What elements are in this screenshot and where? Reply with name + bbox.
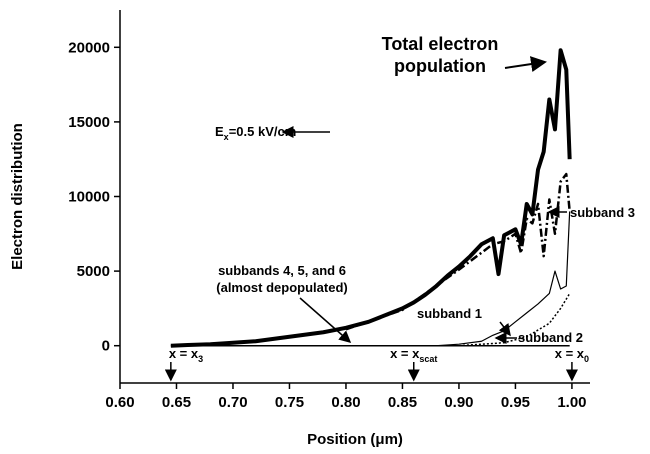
arrow	[299, 297, 352, 343]
marker-label-part: x = x	[555, 346, 585, 361]
marker-label-part: 0	[584, 354, 589, 364]
x-tick-label: 0.90	[444, 394, 473, 411]
marker-label-part: x = x	[169, 346, 199, 361]
y-axis-label: Electron distribution	[9, 123, 26, 270]
series-line	[170, 48, 572, 348]
annotation-part: E	[215, 124, 224, 139]
series-label: Total electron population	[382, 34, 499, 76]
series-label: subband 1	[417, 306, 482, 321]
x-tick-label: 0.75	[275, 394, 304, 411]
x-tick-label: 0.85	[388, 394, 417, 411]
series-label: subbands 4, 5, and 6	[218, 263, 346, 278]
x-tick-label: 0.70	[218, 394, 247, 411]
arrow	[498, 321, 511, 337]
x-axis-label: Position (μm)	[307, 431, 403, 448]
y-tick-label: 20000	[68, 39, 110, 56]
marker-label-part: 3	[198, 354, 203, 364]
arrow	[504, 56, 547, 72]
x-tick-label: 0.60	[105, 394, 134, 411]
annotation: (almost depopulated)	[216, 280, 347, 295]
series-label: subband 3	[570, 205, 635, 220]
series-label-line: Total electron	[382, 34, 499, 54]
series-line	[436, 211, 571, 347]
series-label-line: population	[394, 56, 486, 76]
x-tick-label: 0.65	[162, 394, 191, 411]
marker-label-part: scat	[419, 354, 437, 364]
series-label: subband 2	[518, 330, 583, 345]
annotation-part: =0.5 kV/cm	[229, 124, 297, 139]
x-tick-label: 1.00	[557, 394, 586, 411]
marker-label: x = x0	[555, 346, 589, 364]
x-tick-label: 0.80	[331, 394, 360, 411]
y-tick-label: 0	[102, 338, 110, 355]
y-tick-label: 10000	[68, 189, 110, 206]
y-tick-label: 15000	[68, 114, 110, 131]
y-tick-label: 5000	[77, 263, 110, 280]
marker-label: x = x3	[169, 346, 203, 364]
annotation: Ex=0.5 kV/cm	[215, 124, 296, 142]
x-tick-label: 0.95	[501, 394, 530, 411]
marker-label-part: x = x	[390, 346, 420, 361]
annotation-part: x	[224, 132, 229, 142]
marker-label: x = xscat	[390, 346, 437, 364]
